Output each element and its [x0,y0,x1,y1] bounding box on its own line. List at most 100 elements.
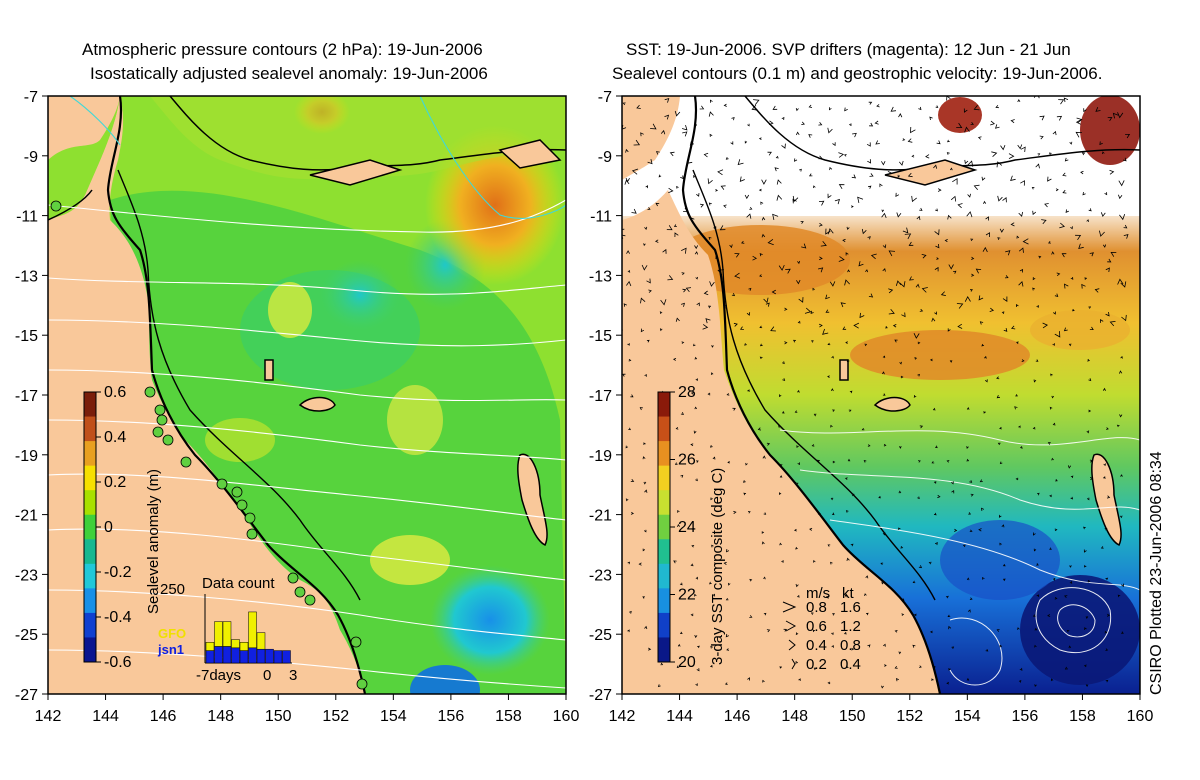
velocity-arrow [1036,594,1040,598]
data-count-histogram: Data count 250 GFO jsn1 -7days 0 3 [157,575,297,684]
velocity-arrow [827,544,831,547]
velocity-arrow [690,443,694,447]
velocity-arrow [793,528,797,532]
velocity-arrow [631,168,639,175]
sst-colorbar-swatch [658,465,670,491]
velocity-arrow [696,193,700,197]
velocity-arrow [1119,213,1126,221]
velocity-arrow [947,214,952,220]
velocity-arrow [882,355,886,359]
velocity-arrow [1081,283,1086,289]
velocity-arrow [1053,311,1056,315]
velocity-arrow [696,302,700,307]
velocity-arrow [902,227,909,234]
velocity-arrow [1117,594,1121,598]
velocity-arrow [869,122,874,127]
velocity-arrow [627,561,631,565]
velocity-arrow [730,141,734,145]
velocity-arrow [655,151,660,155]
velocity-arrow [664,114,670,120]
velocity-arrow [1087,579,1091,583]
left-y-tick-label: -17 [15,388,38,405]
velocity-arrow [759,356,763,360]
left-y-tick-label: -25 [15,627,38,644]
velocity-arrow [970,238,974,242]
histogram-bar-jsn1 [265,648,274,664]
velocity-arrow [847,269,851,273]
velocity-arrow [933,164,938,169]
velocity-arrow [696,668,700,672]
velocity-arrow [1018,247,1024,253]
velocity-arrow [677,643,681,647]
velocity-arrow [983,411,986,414]
velocity-arrow [797,260,801,265]
velocity-arrow [1099,141,1103,146]
velocity-arrow [709,581,712,585]
velocity-arrow [1100,546,1104,549]
left-y-tick-label: -7 [24,89,38,106]
velocity-arrow [956,122,963,128]
velocity-arrow [1120,474,1123,477]
sst-colorbar-swatch [658,441,670,467]
left-y-tick-label: -15 [15,328,38,345]
velocity-arrow [761,531,765,534]
velocity-arrow [1100,212,1106,218]
velocity-arrow [1016,341,1019,344]
velocity-arrow [1086,497,1090,501]
velocity-arrow [1080,170,1084,175]
velocity-arrow [691,528,695,531]
velocity-arrow [1044,203,1049,208]
velocity-arrow [832,613,835,616]
velocity-arrow [913,333,920,339]
velocity-arrow [954,528,958,532]
velocity-arrow [1070,496,1074,500]
velocity-legend-kt: 0.4 [840,656,861,673]
velocity-arrow [849,123,852,127]
velocity-arrow [768,120,774,125]
velocity-arrow [1068,343,1072,347]
left-y-tick-label: -13 [15,268,38,285]
velocity-arrow [1104,192,1108,196]
velocity-arrow [695,378,698,382]
velocity-arrow [825,309,830,313]
histogram-x-label-zero: 0 [263,667,271,684]
velocity-arrow [733,322,738,327]
velocity-arrow [762,455,766,459]
velocity-arrow [813,667,817,671]
velocity-arrow [1038,255,1042,259]
velocity-arrow [812,287,815,291]
sst-colorbar-tick: 20 [678,654,696,671]
velocity-arrow [825,595,830,599]
velocity-arrow [1069,141,1073,145]
velocity-arrow [711,344,714,348]
velocity-arrow [1003,328,1008,332]
velocity-arrow [846,226,850,230]
velocity-arrow [919,665,922,668]
velocity-legend-kt: 1.2 [840,618,861,635]
x-axis-ticks-right: 142 144 146 148 150 152 154 156 158 160 [609,694,1153,725]
velocity-arrow [795,632,799,636]
velocity-arrow [966,677,970,681]
velocity-arrow [1056,115,1063,121]
velocity-arrow [625,498,629,502]
velocity-arrow [737,159,744,166]
sealevel-colorbar-swatch [84,490,96,516]
velocity-arrow [646,339,650,343]
velocity-arrow [1047,176,1052,182]
velocity-arrow [904,233,912,240]
velocity-arrow [694,251,699,255]
velocity-arrow [767,238,774,246]
velocity-arrow [918,460,921,463]
velocity-arrow [659,311,663,315]
velocity-arrow [852,132,857,138]
velocity-arrow [818,222,823,227]
tide-gauge-markers [50,200,368,690]
velocity-arrow [858,261,864,267]
velocity-arrow [1075,119,1081,125]
velocity-arrow [1034,627,1038,631]
velocity-arrow [725,633,729,638]
velocity-arrow [940,291,946,296]
right-y-tick-label: -25 [589,627,612,644]
velocity-arrow [935,445,938,449]
velocity-arrow [911,154,915,158]
